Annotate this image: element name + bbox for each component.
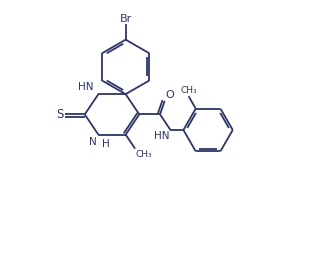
- Text: O: O: [165, 90, 174, 100]
- Text: Br: Br: [119, 14, 132, 24]
- Text: N: N: [89, 137, 97, 147]
- Text: H: H: [101, 139, 109, 149]
- Text: S: S: [57, 108, 64, 121]
- Text: CH₃: CH₃: [136, 150, 152, 159]
- Text: CH₃: CH₃: [180, 86, 197, 95]
- Text: HN: HN: [154, 131, 169, 141]
- Text: HN: HN: [78, 81, 93, 92]
